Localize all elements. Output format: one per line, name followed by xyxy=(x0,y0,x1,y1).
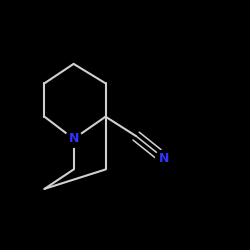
Circle shape xyxy=(65,130,82,147)
Text: N: N xyxy=(68,132,79,145)
Text: N: N xyxy=(159,152,169,165)
Circle shape xyxy=(156,150,172,167)
